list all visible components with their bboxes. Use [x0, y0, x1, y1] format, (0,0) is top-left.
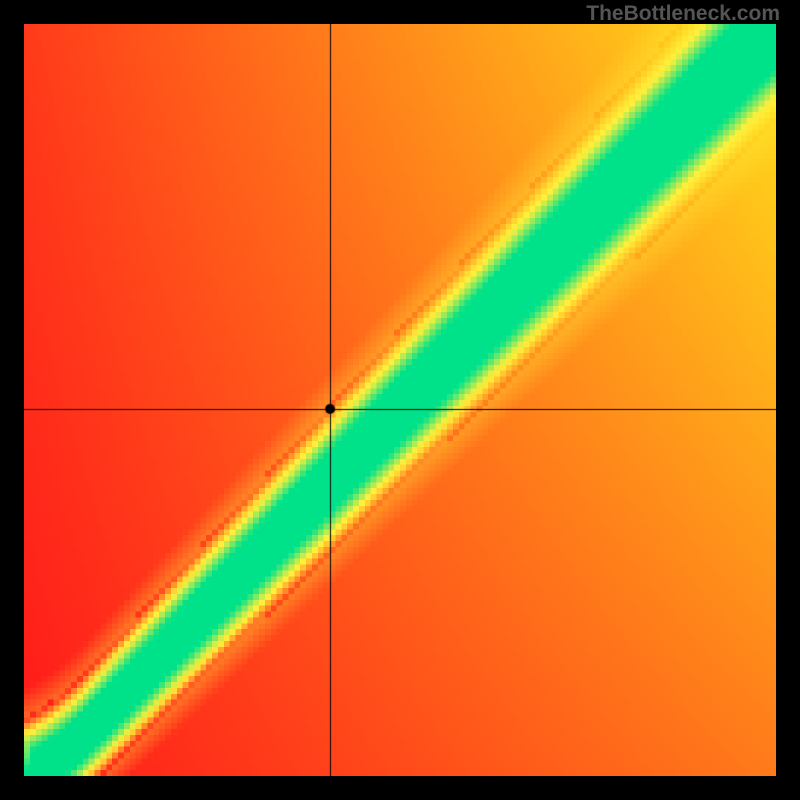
chart-container: TheBottleneck.com [0, 0, 800, 800]
crosshair-overlay [24, 24, 776, 776]
watermark-text: TheBottleneck.com [586, 2, 780, 26]
